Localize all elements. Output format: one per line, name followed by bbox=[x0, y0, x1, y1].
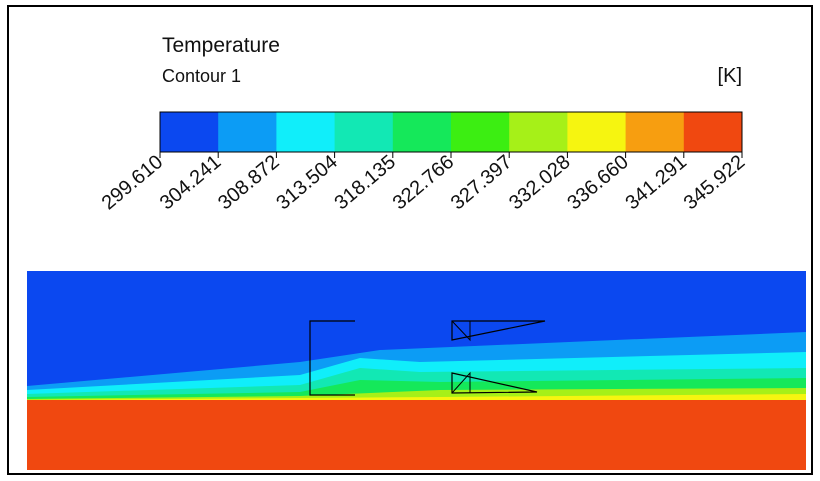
geometry-outline bbox=[451, 320, 471, 342]
colorbar-band bbox=[625, 112, 685, 152]
colorbar-band bbox=[683, 112, 743, 152]
contour-plot bbox=[27, 271, 806, 470]
region-yellow bbox=[27, 394, 806, 400]
geometry-outline bbox=[451, 372, 538, 394]
geometry-outline bbox=[451, 371, 471, 394]
region-red bbox=[27, 400, 806, 470]
colorbar-band bbox=[218, 112, 277, 152]
geometry-outline bbox=[451, 320, 546, 341]
colorbar-band bbox=[392, 112, 452, 152]
colorbar-band bbox=[567, 112, 627, 152]
legend-subtitle: Contour 1 bbox=[162, 66, 241, 86]
legend-title: Temperature bbox=[162, 34, 280, 57]
geometry-outline bbox=[309, 320, 355, 396]
legend-unit: [K] bbox=[718, 65, 742, 87]
colorbar-band bbox=[509, 112, 568, 152]
colorbar-band bbox=[276, 112, 336, 152]
colorbar-band bbox=[451, 112, 510, 152]
colorbar-band bbox=[160, 112, 219, 152]
colorbar-band bbox=[334, 112, 394, 152]
